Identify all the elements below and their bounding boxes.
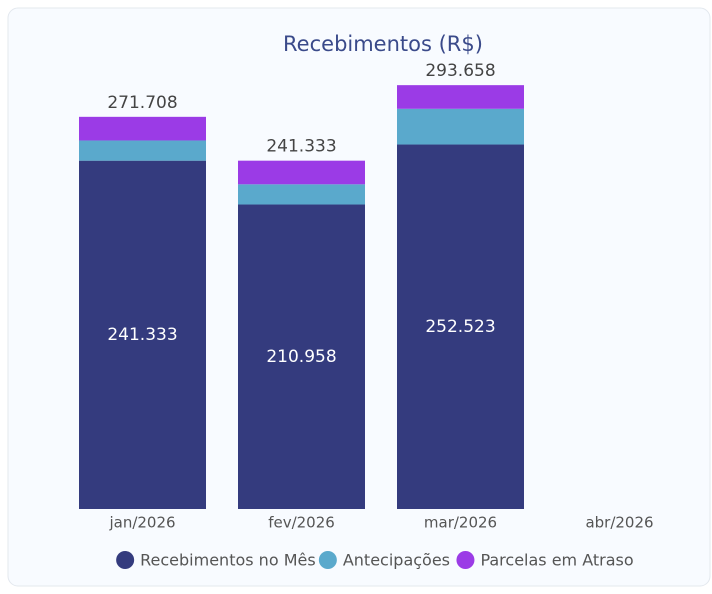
legend-swatch [456,551,475,569]
bar-segment [238,184,365,205]
legend-label: Recebimentos no Mês [140,551,316,570]
segment-label: 241.333 [107,325,177,345]
total-label: 271.708 [107,93,177,113]
legend-swatch [318,551,337,569]
total-label: 241.333 [266,137,336,157]
x-tick-label: abr/2026 [585,514,653,532]
x-tick-label: jan/2026 [108,514,175,532]
segment-label: 252.523 [425,317,495,337]
chart-title: Recebimentos (R$) [283,32,483,56]
bar-segment [79,116,206,141]
total-label: 293.658 [425,61,495,81]
bar-segment [238,204,365,510]
bar-segment [79,160,206,510]
x-tick-label: mar/2026 [424,514,497,532]
bar-segment [397,108,524,145]
bar-segment [397,144,524,509]
x-tick-label: fev/2026 [268,514,335,532]
bar-segment [79,140,206,161]
segment-label: 210.958 [266,347,336,367]
legend-label: Antecipações [343,551,450,570]
bar-segment [397,85,524,109]
legend-label: Parcelas em Atraso [480,551,633,570]
legend-swatch [116,551,135,569]
bar-segment [238,160,365,185]
